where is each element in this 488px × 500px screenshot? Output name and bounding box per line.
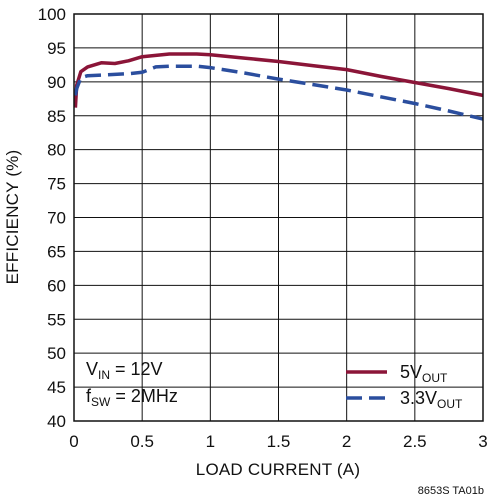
x-tick-label: 1 [206,432,215,451]
y-tick-label: 60 [47,276,66,295]
fsw-label: f [86,386,92,406]
fsw-subscript: SW [91,395,111,409]
y-tick-label: 85 [47,107,66,126]
x-axis-title: LOAD CURRENT (A) [196,460,360,479]
x-tick-label: 1.5 [267,432,291,451]
y-tick-label: 75 [47,175,66,194]
y-tick-label: 45 [47,378,66,397]
y-tick-label: 50 [47,344,66,363]
x-tick-label: 2.5 [403,432,427,451]
y-tick-label: 80 [47,141,66,160]
y-tick-label: 90 [47,73,66,92]
vin-annotation: VIN = 12V [86,359,163,382]
x-tick-label: 0 [69,432,78,451]
legend-label-5v: 5VOUT [400,362,448,385]
x-tick-label: 2 [342,432,351,451]
fsw-annotation: fSW = 2MHz [86,386,178,409]
series-line-5v [73,52,484,108]
y-tick-label: 100 [38,5,66,24]
legend-label-3v3: 3.3VOUT [400,388,463,411]
figure-footnote: 8653S TA01b [418,485,484,497]
data-series [73,52,484,121]
x-tick-label: 0.5 [130,432,154,451]
legend: 5VOUT 3.3VOUT [346,362,463,411]
fsw-value: = 2MHz [110,386,178,406]
y-tick-label: 70 [47,209,66,228]
y-tick-label: 40 [47,412,66,431]
vin-subscript: IN [98,368,110,382]
tick-labels: 40 45 50 55 60 65 70 75 80 85 90 95 100 0 0.5 1 1.5 2 2.5 3 [38,5,488,451]
y-axis-title: EFFICIENCY (%) [3,150,22,285]
y-tick-label: 55 [47,310,66,329]
vin-label: V [86,359,98,379]
x-tick-label: 3 [478,432,487,451]
y-tick-label: 65 [47,242,66,261]
y-tick-label: 95 [47,39,66,58]
grid [74,14,483,421]
series-line-3v3 [73,64,484,121]
plot-frame [73,13,484,422]
vin-value: = 12V [110,359,163,379]
